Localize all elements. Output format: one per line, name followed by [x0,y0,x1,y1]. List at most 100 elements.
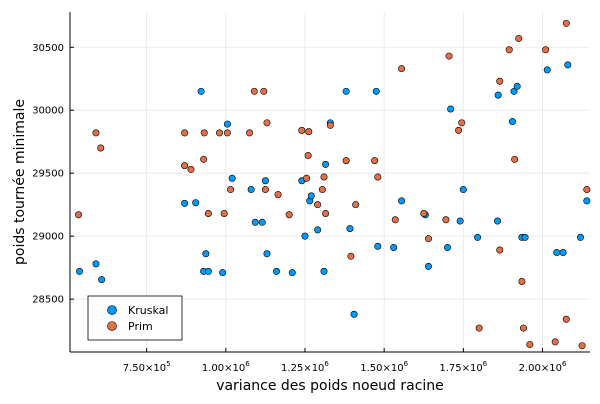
prim-point [562,19,570,27]
prim-point [260,87,268,95]
prim-point [200,155,208,163]
kruskal-point [92,260,100,268]
prim-point [515,34,523,42]
prim-point [285,211,293,219]
kruskal-point [372,87,380,95]
kruskal-point [424,262,432,270]
kruskal-point [314,226,322,234]
prim-point [371,157,379,165]
prim-point [220,209,228,217]
kruskal-point [192,199,200,207]
prim-point [551,338,559,346]
prim-point [97,144,105,152]
kruskal-point [247,186,255,194]
prim-point [250,87,258,95]
y-tick-label: 29000 [32,232,64,243]
y-tick-label: 29500 [32,169,64,180]
prim-point [562,315,570,323]
prim-point [424,235,432,243]
prim-point [583,186,591,194]
prim-point [298,126,306,134]
prim-point [475,324,483,332]
prim-point [511,155,519,163]
prim-point [187,165,195,173]
kruskal-point [576,233,584,241]
legend: Kruskal Prim [87,295,183,341]
prim-point [223,129,231,137]
prim-point [455,126,463,134]
prim-point [274,191,282,199]
prim-point [246,129,254,137]
kruskal-point [228,174,236,182]
legend-marker-kruskal [107,305,117,315]
kruskal-point [98,276,106,284]
prim-point [342,157,350,165]
prim-point [442,216,450,224]
kruskal-point [474,233,482,241]
kruskal-point [307,192,315,200]
kruskal-point [219,269,227,277]
prim-point [304,152,312,160]
prim-point [326,121,334,129]
prim-point [200,129,208,137]
x-tick-label: 1.00×106 [202,360,250,374]
kruskal-point [197,87,205,95]
prim-point [458,119,466,127]
x-tick-label: 1.25×106 [281,360,329,374]
prim-point [518,277,526,285]
kruskal-point [258,218,266,226]
kruskal-point [494,91,502,99]
prim-point [303,174,311,182]
kruskal-point [443,243,451,251]
kruskal-point [320,267,328,275]
x-tick-label: 2.00×106 [519,360,567,374]
prim-point [542,46,550,54]
x-tick-label: 1.75×106 [439,360,487,374]
prim-point [204,209,212,217]
kruskal-point [251,218,259,226]
prim-point [420,209,428,217]
kruskal-point [494,217,502,225]
prim-point [75,211,83,219]
kruskal-point [301,232,309,240]
prim-point [318,186,326,194]
prim-point [505,46,513,54]
kruskal-point [447,105,455,113]
kruskal-point [583,197,591,205]
prim-point [391,216,399,224]
data-points [75,19,591,350]
kruskal-point [508,118,516,126]
kruskal-point [322,160,330,168]
prim-point [374,173,382,181]
kruskal-point [202,250,210,258]
legend-marker-prim [107,321,117,331]
kruskal-point [521,233,529,241]
legend-label-kruskal: Kruskal [128,304,168,317]
prim-point [92,129,100,137]
prim-point [215,129,223,137]
prim-point [227,186,235,194]
kruskal-point [346,225,354,233]
prim-point [578,342,586,350]
x-axis-title: variance des poids noeud racine [216,378,444,394]
kruskal-point [390,243,398,251]
prim-point [181,129,189,137]
kruskal-point [181,199,189,207]
y-axis-title: poids tournée minimale [12,99,28,265]
kruskal-point [76,267,84,275]
prim-point [352,201,360,209]
prim-point [496,77,504,85]
prim-point [263,119,271,127]
prim-point [526,340,534,348]
tick-labels: 7.50×105 1.00×106 1.25×106 1.50×106 1.75×106… [32,43,567,374]
prim-point [322,209,330,217]
kruskal-point [559,249,567,257]
prim-point [347,252,355,260]
kruskal-point [513,82,521,90]
y-tick-label: 30000 [32,106,64,117]
prim-point [496,246,504,254]
prim-point [305,128,313,136]
kruskal-point [350,310,358,318]
